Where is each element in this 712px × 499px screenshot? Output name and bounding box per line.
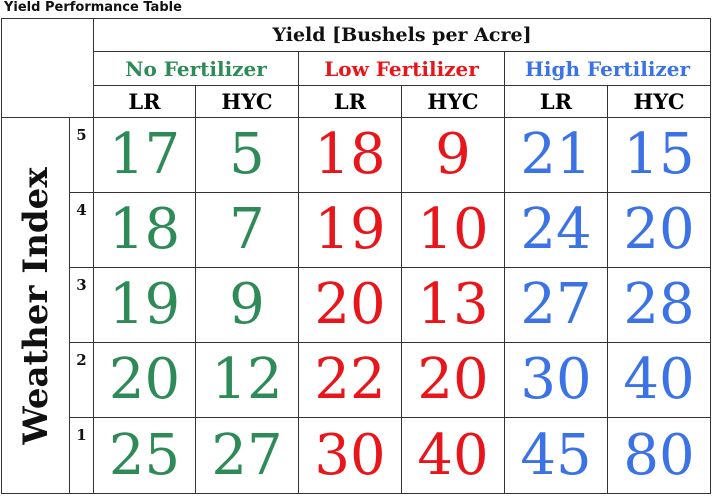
sub-header: LR bbox=[298, 85, 402, 118]
table-cell: 19 bbox=[298, 192, 402, 268]
table-cell: 7 bbox=[195, 192, 299, 268]
table-row: Weather Index 5 17 5 18 9 21 15 bbox=[1, 117, 712, 494]
table-row: 4 18 7 19 10 24 20 bbox=[2, 192, 712, 268]
row-index: 2 bbox=[69, 342, 94, 418]
table-cell: 18 bbox=[93, 192, 196, 268]
group-header-high-fertilizer: High Fertilizer bbox=[503, 51, 712, 86]
row-index: 4 bbox=[69, 192, 94, 268]
table-row: 2 20 12 22 20 30 40 bbox=[2, 342, 712, 418]
table-row: 1 25 27 30 40 45 80 bbox=[2, 417, 712, 494]
table-cell: 24 bbox=[504, 192, 608, 268]
sub-header: LR bbox=[504, 85, 608, 118]
group-header-no-fertilizer: No Fertilizer bbox=[93, 51, 299, 86]
row-index: 3 bbox=[69, 267, 94, 343]
table-cell: 9 bbox=[401, 117, 505, 193]
yield-header: Yield [Bushels per Acre] bbox=[92, 18, 712, 52]
table-cell: 20 bbox=[606, 192, 712, 268]
table-cell: 27 bbox=[504, 267, 608, 343]
sub-header: LR bbox=[93, 85, 196, 118]
row-index: 1 bbox=[69, 417, 94, 494]
table-cell: 15 bbox=[606, 117, 712, 193]
table-cell: 30 bbox=[504, 342, 608, 418]
table-cell: 21 bbox=[504, 117, 608, 193]
table-cell: 17 bbox=[93, 117, 196, 193]
yield-table: Yield [Bushels per Acre] No Fertilizer L… bbox=[1, 18, 712, 494]
header-row-sub: LR HYC LR HYC LR HYC bbox=[2, 85, 712, 118]
sub-header: HYC bbox=[606, 85, 712, 118]
table-cell: 18 bbox=[298, 117, 402, 193]
sub-header: HYC bbox=[195, 85, 299, 118]
weather-index-label: Weather Index bbox=[1, 117, 70, 494]
header-row-groups: No Fertilizer Low Fertilizer High Fertil… bbox=[2, 51, 712, 86]
weather-index-text: Weather Index bbox=[15, 166, 56, 445]
table-cell: 12 bbox=[195, 342, 299, 418]
table-cell: 30 bbox=[298, 417, 402, 494]
table-cell: 20 bbox=[401, 342, 505, 418]
table-cell: 13 bbox=[401, 267, 505, 343]
sub-header: HYC bbox=[401, 85, 505, 118]
table-cell: 40 bbox=[606, 342, 712, 418]
table-cell: 27 bbox=[195, 417, 299, 494]
corner-cell bbox=[1, 18, 94, 118]
table-cell: 5 bbox=[195, 117, 299, 193]
table-cell: 40 bbox=[401, 417, 505, 494]
page-title: Yield Performance Table bbox=[4, 0, 182, 15]
group-header-low-fertilizer: Low Fertilizer bbox=[298, 51, 505, 86]
table-cell: 28 bbox=[606, 267, 712, 343]
row-index: 5 bbox=[69, 117, 94, 193]
table-row: 3 19 9 20 13 27 28 bbox=[2, 267, 712, 343]
table-cell: 25 bbox=[93, 417, 196, 494]
table-cell: 45 bbox=[504, 417, 608, 494]
table-cell: 20 bbox=[93, 342, 196, 418]
table-cell: 19 bbox=[93, 267, 196, 343]
table-cell: 9 bbox=[195, 267, 299, 343]
table-cell: 10 bbox=[401, 192, 505, 268]
table-cell: 20 bbox=[298, 267, 402, 343]
table-cell: 80 bbox=[606, 417, 712, 494]
table-cell: 22 bbox=[298, 342, 402, 418]
header-row-yield: Yield [Bushels per Acre] bbox=[1, 18, 712, 118]
